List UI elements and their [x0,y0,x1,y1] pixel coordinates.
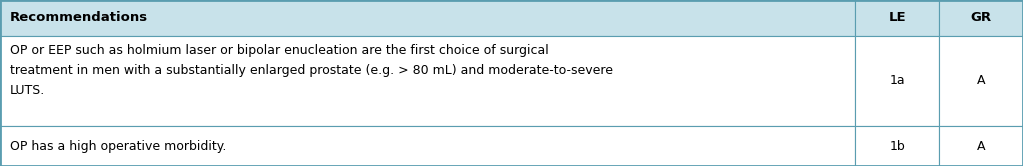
Text: A: A [977,140,985,153]
Text: OP has a high operative morbidity.: OP has a high operative morbidity. [10,140,227,153]
Bar [855,126,939,166]
Text: Recommendations: Recommendations [10,11,148,24]
Bar [939,36,1023,126]
Text: OP or EEP such as holmium laser or bipolar enucleation are the first choice of s: OP or EEP such as holmium laser or bipol… [10,44,613,97]
Bar [0,0,855,36]
Text: LE: LE [888,11,906,24]
Bar [0,126,855,166]
Text: GR: GR [971,11,991,24]
Bar [939,0,1023,36]
Bar [0,36,855,126]
Bar [939,126,1023,166]
Text: 1b: 1b [889,140,905,153]
Text: 1a: 1a [889,74,905,87]
Bar [855,0,939,36]
Text: A: A [977,74,985,87]
Bar [855,36,939,126]
